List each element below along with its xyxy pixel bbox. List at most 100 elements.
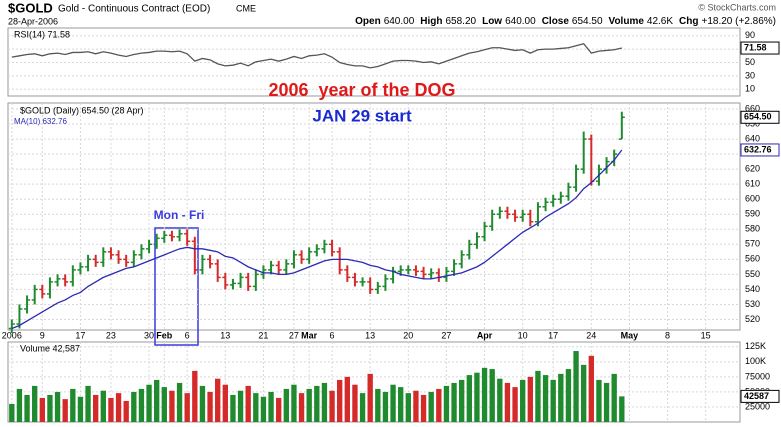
last-value-box [740,143,780,157]
x-tick-label: Apr [477,330,493,340]
volume-bar [161,387,167,422]
quote-label: High [420,16,442,27]
x-tick-label: May [621,330,639,340]
volume-bar [581,364,587,422]
volume-bar [24,394,30,422]
quote-value: 640.00 [505,16,536,27]
quote-value: 658.20 [446,16,477,27]
volume-bar [382,391,389,422]
copyright: © StockCharts.com [698,2,776,12]
volume-bar [291,384,297,422]
y-tick-label: 530 [745,299,760,309]
volume-bar [413,390,419,422]
volume-bar [85,385,91,422]
volume-bar [306,388,312,422]
y-tick-label: 90 [745,30,755,40]
volume-bar [398,387,404,422]
volume-bar [542,375,549,422]
volume-bar [298,393,305,422]
last-value-box [740,41,780,55]
volume-bar [565,369,572,422]
y-tick-label: 520 [745,314,760,324]
rsi-line [11,43,622,69]
x-tick-label: Mar [301,330,318,340]
annotation: Mon - Fri [154,208,205,222]
y-tick-label: 125K [745,341,766,351]
volume-bar [154,379,160,422]
volume-bar [39,397,45,422]
volume-bar [268,391,274,422]
y-tick-label: 580 [745,224,760,234]
volume-bar [558,373,564,422]
volume-panel [7,341,741,423]
price-panel [7,102,741,331]
x-tick-label: 6 [330,330,335,340]
instrument-name: Gold - Continuous Contract (EOD) [58,4,210,15]
x-tick-label: 6 [185,330,190,340]
volume-bar [100,390,106,422]
volume-bar [184,393,190,422]
volume-bar [93,394,99,422]
volume-bar [314,385,320,422]
quote-label: Low [482,16,502,27]
volume-bar [390,384,396,422]
volume-bar [123,400,129,422]
x-tick-label: 23 [106,330,116,340]
volume-bar [611,373,617,422]
volume-bar [54,391,61,422]
x-tick-label: 17 [75,330,85,340]
x-tick-label: 24 [586,330,596,340]
volume-bar [603,382,610,422]
volume-bar [276,397,282,422]
date: 28-Apr-2006 [8,16,58,26]
volume-bar [260,396,267,422]
volume-bar [70,388,76,422]
quote-label: Chg [679,16,698,27]
volume-bar [16,388,23,422]
quote: Open 640.00 High 658.20 Low 640.00 Close 654.50… [355,16,776,27]
quote-value: 640.00 [384,16,415,27]
volume-bar [115,393,122,422]
annotation: 2006 year of the DOG [268,80,455,100]
x-tick-label: 27 [441,330,451,340]
x-tick-label: 10 [518,330,528,340]
last-value-label: 632.76 [744,144,772,154]
x-tick-label: 27 [289,330,299,340]
volume-bar [451,382,457,422]
volume-bar [420,394,427,422]
x-tick-label: 9 [40,330,45,340]
volume-bar [352,384,358,422]
y-tick-label: 590 [745,209,760,219]
volume-bar [497,378,503,422]
volume-bar [176,382,183,422]
symbol: $GOLD [8,0,53,15]
volume-bar [596,379,602,422]
quote-label: Close [542,16,570,27]
volume-bar [520,379,526,422]
volume-bar [146,384,152,422]
x-tick-label: 20 [403,330,413,340]
volume-bar [32,385,38,422]
quote-label: Volume [609,16,645,27]
volume-bar [344,376,350,422]
volume-bar [192,370,198,422]
quote-value: 654.50 [572,16,603,27]
y-tick-label: 550 [745,269,760,279]
volume-bar [474,372,480,422]
volume-bar [359,393,366,422]
x-tick-label: 21 [258,330,268,340]
volume-legend: Volume 42,587 [20,343,80,353]
volume-bar [283,388,289,422]
volume-bar [367,373,373,422]
ma-legend: MA(10) 632.76 [14,117,67,126]
x-tick-label: 8 [665,330,670,340]
volume-bar [253,393,259,422]
volume-bar [489,369,495,422]
y-tick-label: 620 [745,164,760,174]
volume-bar [237,390,244,422]
volume-bar [77,396,84,422]
quote-label: Open [355,16,381,27]
exchange: CME [236,3,256,13]
volume-bar [405,393,411,422]
volume-bar [245,385,251,422]
